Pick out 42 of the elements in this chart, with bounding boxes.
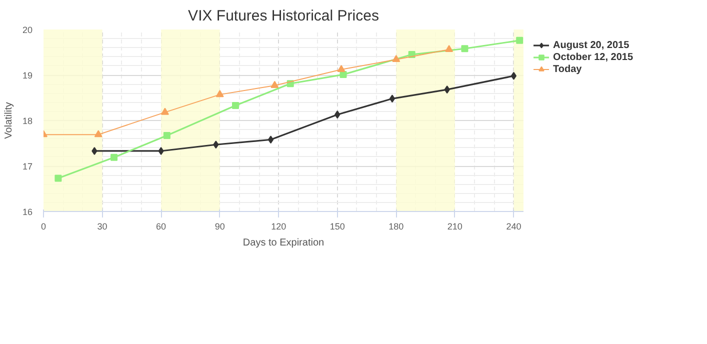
point	[389, 94, 396, 103]
legend-label: October 12, 2015	[553, 51, 634, 63]
y-tick-label: 20	[22, 25, 33, 35]
point	[163, 132, 170, 140]
x-tick-label: 150	[330, 222, 345, 232]
y-tick-label: 17	[22, 162, 33, 172]
x-tick-label: 210	[447, 222, 462, 232]
point	[445, 44, 454, 52]
x-tick-label: 90	[214, 222, 225, 232]
x-tick-label: 0	[40, 222, 46, 232]
point	[392, 54, 400, 62]
point	[444, 86, 450, 94]
point	[268, 136, 274, 144]
point	[340, 71, 347, 78]
y-tick-label: 16	[22, 207, 33, 217]
point	[461, 45, 468, 52]
y-axis-title: Volatility	[3, 102, 14, 139]
x-tick-label: 30	[97, 222, 108, 232]
legend-label: August 20, 2015	[553, 39, 630, 51]
point	[510, 72, 517, 80]
x-tick-label: 240	[506, 222, 522, 232]
y-tick-label: 18	[22, 116, 33, 126]
y-tick-label: 19	[22, 70, 33, 80]
point	[516, 36, 524, 44]
point	[334, 110, 340, 119]
point	[160, 108, 169, 115]
point	[213, 140, 219, 149]
point	[110, 154, 118, 161]
legend-label: Today	[553, 63, 582, 75]
x-tick-label: 120	[271, 222, 286, 232]
point	[270, 80, 279, 88]
point	[94, 130, 102, 138]
point	[232, 102, 239, 109]
chart-title: VIX Futures Historical Prices	[188, 8, 379, 24]
x-tick-label: 180	[388, 222, 404, 232]
point	[92, 146, 98, 155]
point	[158, 146, 164, 155]
x-axis-title: Days to Expiration	[242, 238, 324, 248]
point	[337, 65, 346, 72]
point	[216, 90, 224, 98]
x-tick-label: 60	[156, 222, 166, 232]
point	[54, 174, 62, 182]
